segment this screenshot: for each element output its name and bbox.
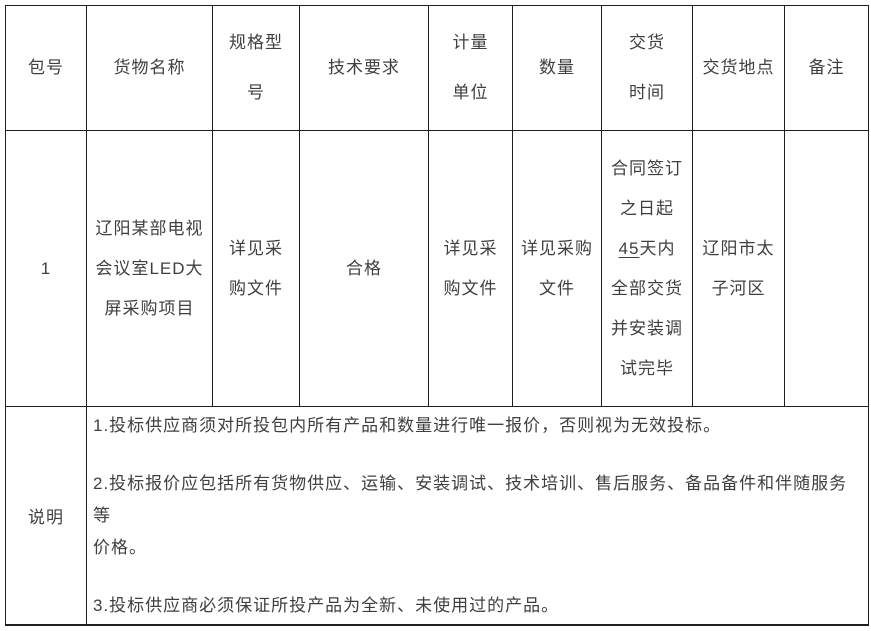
cell-remark — [784, 130, 869, 407]
delivery-time-before: 合同签订 之日起 — [611, 158, 683, 218]
table-row-package-1: 1 辽阳某部电视 会议室LED大 屏采购项目 详见采 购文件 合格 详见采 购文… — [5, 130, 869, 407]
table-header-row: 包号 货物名称 规格型 号 技术要求 计量 单位 数量 交货 时间 交货地点 备… — [5, 5, 869, 131]
note-item-2: 2.投标报价应包括所有货物供应、运输、安装调试、技术培训、售后服务、备品备件和伴… — [93, 473, 848, 557]
procurement-table: 包号 货物名称 规格型 号 技术要求 计量 单位 数量 交货 时间 交货地点 备… — [5, 5, 869, 626]
header-remark: 备注 — [784, 5, 869, 131]
header-unit: 计量 单位 — [428, 5, 513, 131]
note-item-3: 3.投标供应商必须保证所投产品为全新、未使用过的产品。 — [93, 595, 560, 615]
cell-package-no: 1 — [5, 130, 87, 407]
cell-tech-requirement: 合格 — [299, 130, 429, 407]
note-item-1: 1.投标供应商须对所投包内所有产品和数量进行唯一报价，否则视为无效投标。 — [93, 415, 722, 435]
notes-content-cell: 1.投标供应商须对所投包内所有产品和数量进行唯一报价，否则视为无效投标。 2.投… — [86, 406, 869, 626]
header-delivery-time: 交货 时间 — [601, 5, 693, 131]
notes-row: 说明 1.投标供应商须对所投包内所有产品和数量进行唯一报价，否则视为无效投标。 … — [5, 406, 869, 626]
header-delivery-place: 交货地点 — [692, 5, 785, 131]
cell-goods-name: 辽阳某部电视 会议室LED大 屏采购项目 — [86, 130, 213, 407]
header-goods-name: 货物名称 — [86, 5, 213, 131]
cell-spec-model: 详见采 购文件 — [212, 130, 300, 407]
header-tech-requirement: 技术要求 — [299, 5, 429, 131]
cell-delivery-time: 合同签订 之日起 45天内 全部交货 并安装调 试完毕 — [601, 130, 693, 407]
cell-delivery-place: 辽阳市太 子河区 — [692, 130, 785, 407]
delivery-time-after: 天内 全部交货 并安装调 试完毕 — [611, 238, 683, 378]
cell-unit: 详见采 购文件 — [428, 130, 513, 407]
notes-label-cell: 说明 — [5, 406, 87, 626]
header-quantity: 数量 — [512, 5, 602, 131]
cell-quantity: 详见采购 文件 — [512, 130, 602, 407]
delivery-time-underlined-days: 45 — [618, 238, 640, 258]
header-package-no: 包号 — [5, 5, 87, 131]
header-spec-model: 规格型 号 — [212, 5, 300, 131]
